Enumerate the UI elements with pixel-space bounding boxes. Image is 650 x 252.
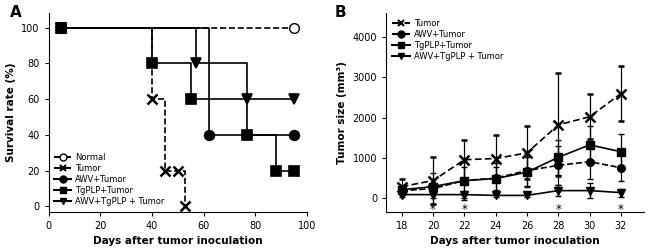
X-axis label: Days after tumor inoculation: Days after tumor inoculation [93, 236, 263, 246]
Text: A: A [10, 5, 21, 20]
X-axis label: Days after tumor inoculation: Days after tumor inoculation [430, 236, 600, 246]
Text: B: B [334, 5, 346, 20]
Text: *: * [462, 203, 467, 216]
Text: *: * [430, 203, 436, 216]
Y-axis label: Tumor size (mm³): Tumor size (mm³) [337, 61, 347, 164]
Legend: Tumor, AWV+Tumor, TgPLP+Tumor, AWV+TgPLP + Tumor: Tumor, AWV+Tumor, TgPLP+Tumor, AWV+TgPLP… [390, 17, 506, 63]
Legend: Normal, Tumor, AWV+Tumor, TgPLP+Tumor, AWV+TgPLP + Tumor: Normal, Tumor, AWV+Tumor, TgPLP+Tumor, A… [53, 151, 166, 208]
Text: *: * [618, 203, 624, 216]
Text: *: * [555, 203, 561, 216]
Y-axis label: Survival rate (%): Survival rate (%) [6, 63, 16, 162]
